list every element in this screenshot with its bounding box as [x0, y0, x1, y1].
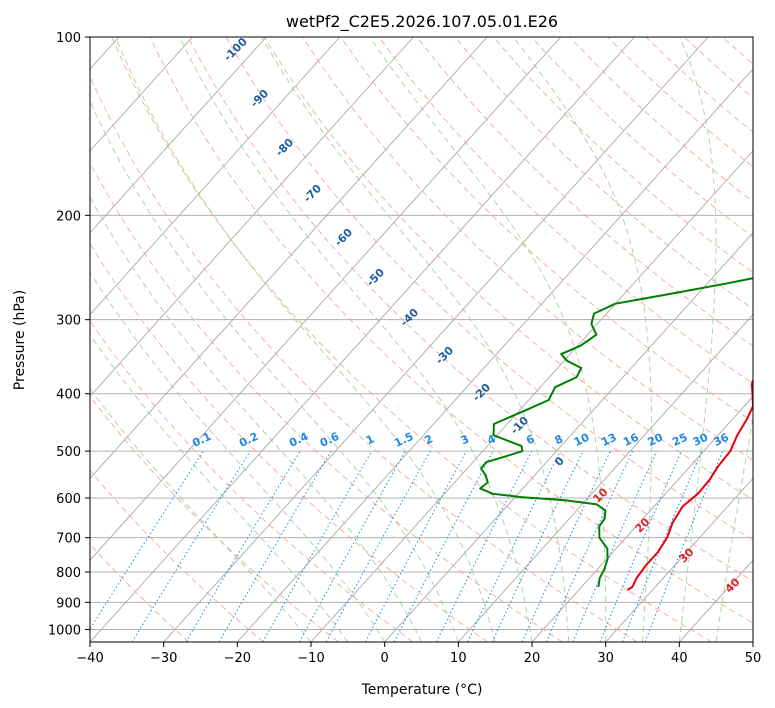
isotherm-line — [163, 37, 709, 642]
dry-adiabat — [90, 75, 638, 642]
mixing-ratio-label: 13 — [599, 431, 618, 449]
x-tick-label: −20 — [224, 651, 251, 666]
y-tick-label: 400 — [56, 388, 81, 403]
isotherm-line — [90, 37, 414, 398]
mixing-ratio-line — [435, 450, 533, 642]
dry-adiabat — [607, 37, 753, 168]
moist-adiabat — [261, 37, 570, 642]
dry-adiabat — [225, 37, 753, 541]
mixing-ratio-label: 16 — [621, 431, 641, 449]
isotherm-line — [90, 37, 193, 152]
y-tick-label: 900 — [56, 596, 81, 611]
dry-adiabat — [149, 37, 753, 624]
mixing-ratio-line — [298, 450, 406, 642]
plot-frame — [89, 36, 754, 643]
moist-adiabat — [90, 387, 312, 642]
mixing-ratio-label: 20 — [646, 431, 666, 449]
mixing-ratio-label: 30 — [691, 431, 711, 449]
x-axis-ticks: −40 −30 −20 −10 0 10 20 30 40 50 — [76, 642, 761, 666]
mixing-ratio-line — [599, 450, 682, 642]
mixing-ratio-line — [325, 450, 431, 642]
mixing-ratio-label: 36 — [712, 431, 732, 449]
dry-adiabat — [90, 161, 563, 642]
moist-adiabat — [115, 37, 496, 642]
x-tick-label: −40 — [76, 651, 103, 666]
mixing-ratio-line — [90, 450, 204, 630]
sounding-profiles — [479, 277, 753, 591]
dry-adiabat — [187, 37, 753, 582]
isotherm-line — [236, 68, 753, 642]
mixing-ratio-line — [621, 450, 703, 642]
y-tick-label: 800 — [56, 566, 81, 581]
x-tick-label: −30 — [150, 651, 177, 666]
x-tick-label: 0 — [381, 651, 389, 666]
y-tick-label: 300 — [56, 314, 81, 329]
isotherm-line — [90, 37, 488, 479]
dry-adiabat — [264, 37, 753, 501]
chart-title: wetPf2_C2E5.2026.107.05.01.E26 — [286, 12, 558, 32]
y-tick-label: 100 — [56, 31, 81, 46]
dry-adiabat — [378, 37, 753, 385]
y-axis-label: Pressure (hPa) — [12, 290, 28, 390]
x-tick-label: 20 — [524, 651, 541, 666]
moist-adiabat — [90, 333, 349, 642]
isotherm-line — [605, 477, 753, 642]
mixing-ratio-lines — [90, 450, 724, 642]
moist-adiabat — [369, 37, 607, 642]
mixing-ratio-line — [545, 450, 633, 642]
dry-adiabat — [340, 37, 753, 423]
moist-adiabat — [678, 37, 717, 642]
isotherm-line — [90, 37, 562, 561]
mixing-ratio-label: 10 — [572, 431, 592, 449]
temperature-profile-line — [626, 378, 753, 591]
isotherm-line — [90, 37, 341, 316]
dry-adiabat — [416, 37, 753, 347]
plot-area: 0.1 0.2 0.4 0.6 1 1.5 2 3 4 6 8 10 13 16 20 25 30 36-100-… — [90, 37, 753, 642]
dewpoint-profile-line — [479, 277, 753, 588]
dry-adiabat — [90, 320, 414, 642]
dry-adiabat — [454, 37, 753, 310]
isobar-grid — [90, 37, 753, 630]
mixing-ratio-line — [644, 450, 724, 642]
moist-adiabats — [90, 37, 753, 642]
y-axis-ticks: 100 200 300 400 500 600 700 800 900 1000 — [48, 31, 90, 638]
dry-adiabat — [493, 37, 753, 274]
x-tick-label: 10 — [450, 651, 467, 666]
y-tick-label: 200 — [56, 209, 81, 224]
moist-adiabat — [513, 37, 653, 642]
moist-adiabat — [179, 37, 533, 642]
x-tick-label: 40 — [671, 651, 688, 666]
moist-adiabat — [90, 271, 386, 642]
isotherm-line — [457, 313, 753, 642]
x-tick-label: 30 — [597, 651, 614, 666]
isotherm-line — [90, 37, 267, 234]
isotherm-line — [531, 395, 753, 642]
mixing-ratio-label: 25 — [670, 431, 689, 449]
dry-adiabat — [111, 37, 712, 642]
y-tick-label: 1000 — [48, 623, 81, 638]
x-axis-label: Temperature (°C) — [361, 682, 483, 698]
moist-adiabat — [715, 415, 753, 642]
mixing-ratio-line — [364, 450, 467, 642]
mixing-ratio-line — [131, 450, 251, 642]
moist-adiabat — [90, 99, 459, 642]
y-tick-label: 500 — [56, 445, 81, 460]
x-tick-label: 50 — [745, 651, 762, 666]
dry-adiabat — [90, 242, 488, 642]
isotherm-line — [90, 37, 635, 642]
isotherm-line — [384, 232, 753, 642]
y-tick-label: 600 — [56, 492, 81, 507]
x-tick-label: −10 — [297, 651, 324, 666]
skewed-isotherms — [90, 37, 753, 642]
y-tick-label: 700 — [56, 532, 81, 547]
isotherm-line — [310, 150, 753, 642]
